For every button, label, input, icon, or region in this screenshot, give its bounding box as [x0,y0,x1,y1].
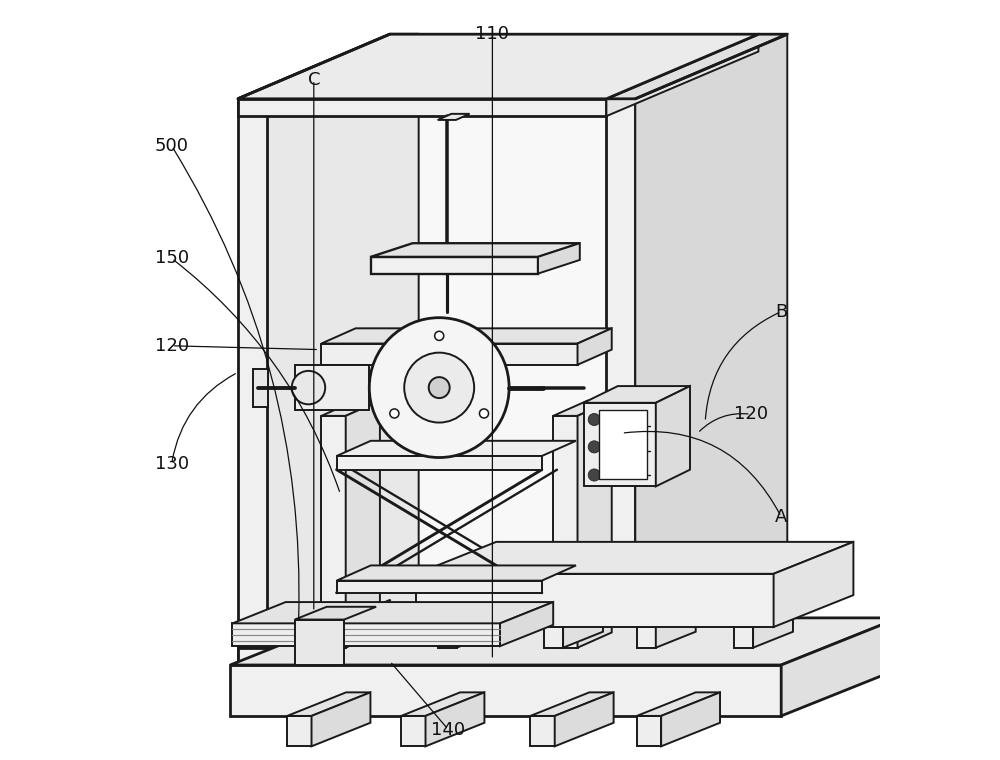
Polygon shape [321,416,346,648]
Polygon shape [337,456,542,470]
Polygon shape [238,648,635,665]
Polygon shape [553,401,612,416]
Polygon shape [538,243,580,274]
Polygon shape [637,716,661,746]
Polygon shape [337,565,576,581]
Polygon shape [544,627,563,648]
Polygon shape [371,243,580,257]
Polygon shape [578,328,612,365]
Text: C: C [308,71,320,89]
Polygon shape [321,401,380,416]
Polygon shape [230,618,899,665]
Polygon shape [555,692,614,746]
Polygon shape [457,611,497,648]
Polygon shape [774,542,853,627]
Text: 120: 120 [155,337,189,355]
Polygon shape [232,602,553,623]
Circle shape [435,331,444,340]
Polygon shape [312,692,370,746]
Polygon shape [390,34,758,600]
Polygon shape [232,623,500,646]
Polygon shape [637,627,656,648]
Circle shape [404,353,474,423]
Polygon shape [530,692,614,716]
Polygon shape [321,328,612,344]
Polygon shape [346,401,380,648]
Polygon shape [295,619,344,665]
Circle shape [479,409,489,418]
Circle shape [292,371,325,404]
Polygon shape [438,627,457,648]
Polygon shape [401,716,426,746]
Circle shape [429,377,450,398]
Polygon shape [661,692,720,746]
Circle shape [588,469,600,481]
Polygon shape [238,99,606,116]
Polygon shape [606,99,635,665]
Polygon shape [238,34,758,99]
Text: 130: 130 [155,454,189,473]
Polygon shape [578,401,612,648]
Circle shape [588,413,600,426]
Polygon shape [530,716,555,746]
Polygon shape [635,34,787,665]
Polygon shape [238,99,267,665]
Polygon shape [238,583,787,648]
Circle shape [369,318,509,458]
Polygon shape [295,606,376,619]
Polygon shape [287,692,370,716]
Polygon shape [337,441,576,456]
Polygon shape [295,365,369,410]
Polygon shape [267,34,419,665]
Text: 110: 110 [475,25,509,43]
Polygon shape [238,34,419,99]
Polygon shape [230,665,781,716]
Polygon shape [438,114,470,120]
Polygon shape [656,611,696,648]
Polygon shape [416,542,853,574]
Polygon shape [426,692,484,746]
Circle shape [588,441,600,453]
Polygon shape [637,692,720,716]
Polygon shape [394,426,485,458]
Polygon shape [584,403,656,486]
Polygon shape [599,410,647,479]
Polygon shape [606,34,787,99]
Polygon shape [500,602,553,646]
Text: 500: 500 [155,137,189,155]
Polygon shape [321,344,578,365]
Text: B: B [775,302,787,321]
Polygon shape [337,581,542,593]
Text: 150: 150 [155,249,189,268]
Text: A: A [775,508,787,526]
Polygon shape [287,716,312,746]
Polygon shape [253,369,268,407]
Polygon shape [656,386,690,486]
Polygon shape [734,627,753,648]
Polygon shape [394,442,519,458]
Text: 120: 120 [734,405,768,423]
Polygon shape [401,692,484,716]
Polygon shape [753,611,793,648]
Text: 140: 140 [431,720,465,739]
Polygon shape [781,618,899,716]
Polygon shape [416,574,774,627]
Polygon shape [584,386,690,403]
Polygon shape [606,34,758,116]
Polygon shape [553,416,578,648]
Circle shape [390,409,399,418]
Polygon shape [371,257,538,274]
Polygon shape [563,611,603,648]
